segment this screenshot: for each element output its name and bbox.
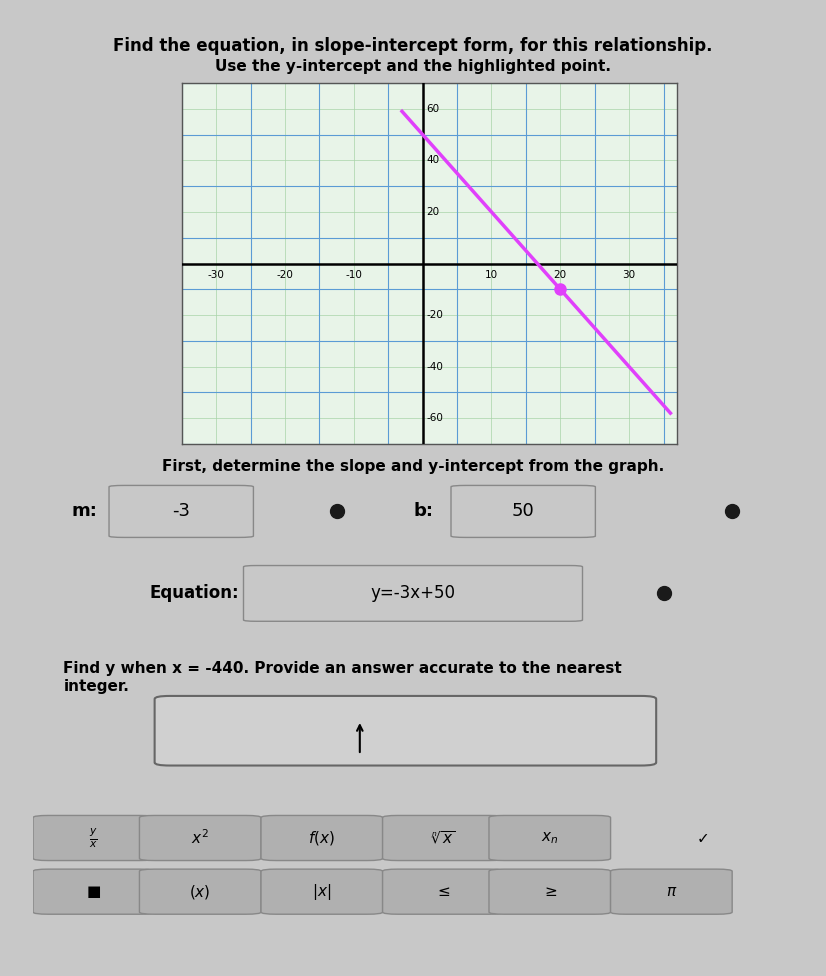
Text: $f(x)$: $f(x)$ bbox=[308, 829, 335, 847]
Text: -40: -40 bbox=[426, 362, 443, 372]
Text: 40: 40 bbox=[426, 155, 439, 165]
FancyBboxPatch shape bbox=[451, 485, 596, 538]
FancyBboxPatch shape bbox=[109, 485, 254, 538]
Text: First, determine the slope and y-intercept from the graph.: First, determine the slope and y-interce… bbox=[162, 459, 664, 473]
Text: $\frac{y}{x}$: $\frac{y}{x}$ bbox=[89, 827, 98, 850]
Text: y=-3x+50: y=-3x+50 bbox=[371, 585, 455, 602]
Text: $x^2$: $x^2$ bbox=[192, 829, 209, 847]
Text: 30: 30 bbox=[623, 270, 636, 280]
Text: $(x)$: $(x)$ bbox=[189, 882, 211, 901]
Text: -20: -20 bbox=[426, 310, 443, 320]
FancyBboxPatch shape bbox=[244, 565, 582, 622]
Text: $\geq$: $\geq$ bbox=[542, 884, 558, 899]
FancyBboxPatch shape bbox=[261, 816, 382, 861]
Text: $\pi$: $\pi$ bbox=[666, 884, 677, 899]
FancyBboxPatch shape bbox=[489, 816, 610, 861]
FancyBboxPatch shape bbox=[140, 816, 261, 861]
Text: -20: -20 bbox=[277, 270, 293, 280]
Text: 20: 20 bbox=[426, 207, 439, 217]
Text: $\sqrt[n]{x}$: $\sqrt[n]{x}$ bbox=[431, 830, 456, 846]
FancyBboxPatch shape bbox=[33, 870, 154, 915]
Text: Find y when x = -440. Provide an answer accurate to the nearest
integer.: Find y when x = -440. Provide an answer … bbox=[64, 661, 622, 694]
Text: m:: m: bbox=[71, 503, 97, 520]
Text: $\leq$: $\leq$ bbox=[435, 884, 452, 899]
Text: 50: 50 bbox=[512, 503, 534, 520]
FancyBboxPatch shape bbox=[489, 870, 610, 915]
FancyBboxPatch shape bbox=[261, 870, 382, 915]
Text: 10: 10 bbox=[485, 270, 498, 280]
Text: Find the equation, in slope-intercept form, for this relationship.: Find the equation, in slope-intercept fo… bbox=[113, 37, 713, 55]
Text: -30: -30 bbox=[207, 270, 225, 280]
Text: Equation:: Equation: bbox=[150, 585, 239, 602]
Text: -10: -10 bbox=[345, 270, 363, 280]
FancyBboxPatch shape bbox=[154, 696, 656, 765]
Text: $|x|$: $|x|$ bbox=[312, 881, 331, 902]
Text: $x_n$: $x_n$ bbox=[541, 831, 558, 846]
Text: -3: -3 bbox=[173, 503, 190, 520]
Text: Use the y-intercept and the highlighted point.: Use the y-intercept and the highlighted … bbox=[215, 59, 611, 73]
FancyBboxPatch shape bbox=[382, 816, 504, 861]
Text: 20: 20 bbox=[553, 270, 567, 280]
FancyBboxPatch shape bbox=[33, 816, 154, 861]
Text: $\checkmark$: $\checkmark$ bbox=[695, 831, 708, 845]
Text: 60: 60 bbox=[426, 103, 439, 114]
Text: $\blacksquare$: $\blacksquare$ bbox=[87, 883, 102, 900]
Text: -60: -60 bbox=[426, 413, 443, 424]
Text: b:: b: bbox=[413, 503, 433, 520]
FancyBboxPatch shape bbox=[610, 870, 732, 915]
FancyBboxPatch shape bbox=[140, 870, 261, 915]
FancyBboxPatch shape bbox=[382, 870, 504, 915]
